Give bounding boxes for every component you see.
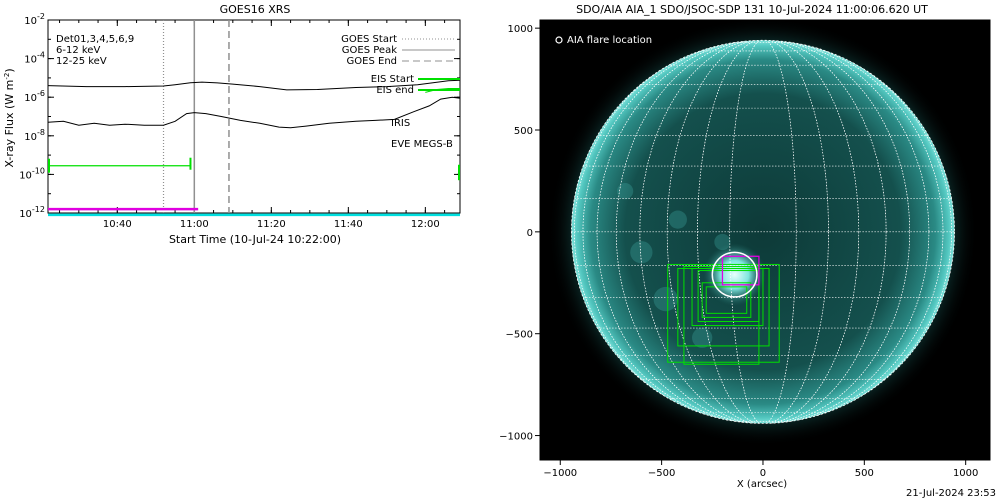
eis-fov-box: [677, 268, 770, 347]
eve-megs-label: EVE MEGS-B: [391, 139, 453, 150]
iris-label: IRIS: [391, 118, 410, 129]
eis-fov-box: [667, 263, 780, 363]
goes-y-tick-label: 10-2: [24, 12, 45, 27]
aia-y-tick-label: −1000: [499, 432, 533, 443]
aia-x-tick-label: 0: [760, 468, 766, 479]
flare-legend-label: AIA flare location: [567, 35, 652, 46]
footer-timestamp: 21-Jul-2024 23:53: [906, 488, 996, 499]
goes-time-markers: [162, 20, 230, 213]
heliographic-grid: [571, 40, 955, 424]
eis-fov-box: [701, 282, 752, 318]
aia-y-tick-label: 1000: [508, 24, 533, 35]
active-region-glow: [653, 286, 678, 312]
longitude-line: [666, 40, 860, 424]
aia-x-tick-label: 500: [855, 468, 874, 479]
goes-y-tick-label: 10-8: [24, 128, 45, 143]
aia-x-tick-label: −1000: [543, 468, 577, 479]
aia-x-tick-label: 1000: [953, 468, 978, 479]
goes-plot-frame: [47, 19, 461, 214]
aia-plot-frame: [539, 19, 991, 461]
flare-location-marker: [711, 251, 758, 298]
aia-x-tick-label: −500: [648, 468, 675, 479]
aia-panel: SDO/AIA AIA_1 SDO/JSOC-SDP 131 10-Jul-20…: [499, 3, 991, 490]
goes-x-tick-label: 11:20: [257, 219, 286, 230]
goes-y-tick-label: 10-4: [24, 51, 45, 66]
goes-chart-title: GOES16 XRS: [220, 3, 291, 16]
legend-goes-start-label: GOES Start: [341, 34, 397, 45]
legend-goes-end-label: GOES End: [347, 56, 397, 67]
aia-y-tick-label: 0: [527, 228, 533, 239]
iris-fov-boxes: [721, 255, 760, 286]
active-region-glow: [714, 233, 731, 251]
goes-instrument-bars: [48, 157, 460, 217]
flare-legend-symbol: [555, 36, 563, 44]
eis-fov-legend: EIS FOV: [552, 404, 591, 415]
legend-12-25kev: 12-25 keV: [56, 56, 107, 67]
aia-x-axis: −1000 −500 0 500 1000: [543, 460, 978, 479]
aia-x-axis-label: X (arcsec): [737, 479, 787, 490]
goes-chart: GOES16 XRS 10-2 10-4 10-6 10-8 10-10 10-12 10…: [3, 3, 461, 246]
iris-fov-box: [721, 255, 760, 286]
solar-disk: [571, 40, 955, 424]
active-region-glow: [692, 327, 713, 348]
legend-6-12kev: 6-12 keV: [56, 45, 100, 56]
eis-fov-boxes: [667, 263, 780, 365]
goes-series-line: [47, 96, 461, 129]
active-region-glow: [617, 183, 634, 200]
goes-x-axis-label: Start Time (10-Jul-24 10:22:00): [169, 233, 341, 246]
goes-y-tick-label: 10-10: [19, 166, 45, 181]
goes-y-tick-label: 10-6: [24, 89, 45, 104]
aia-title: SDO/AIA AIA_1 SDO/JSOC-SDP 131 10-Jul-20…: [576, 3, 928, 16]
longitude-line: [582, 40, 944, 424]
longitude-line: [574, 40, 952, 424]
longitude-line: [639, 40, 887, 424]
eis-fov-box: [705, 286, 748, 314]
goes-y-tick-label: 10-12: [19, 205, 45, 220]
detector-label: Det01,3,4,5,6,9: [56, 34, 134, 45]
legend-eis-start-label: EIS Start: [371, 74, 414, 85]
solar-limb: [571, 39, 955, 424]
goes-x-tick-label: 12:00: [411, 219, 440, 230]
longitude-line: [729, 40, 797, 424]
active-region-glow: [668, 210, 687, 229]
aia-y-axis: 1000 500 0 −500 −1000: [499, 24, 540, 443]
legend-eis-end-label: EIS end: [376, 85, 414, 96]
longitude-line: [615, 40, 911, 424]
goes-y-axis-label: X-ray Flux (W m-2): [3, 68, 16, 167]
aia-y-tick-label: −500: [506, 330, 533, 341]
goes-series-line: [47, 79, 461, 91]
aia-y-tick-label: 500: [514, 126, 533, 137]
goes-x-tick-label: 10:40: [103, 219, 132, 230]
legend-goes-peak-label: GOES Peak: [342, 45, 397, 56]
goes-x-tick-label: 11:40: [334, 219, 363, 230]
eis-fov-box: [697, 270, 760, 322]
goes-y-axis: 10-2 10-4 10-6 10-8 10-10 10-12: [19, 12, 460, 220]
goes-x-tick-label: 11:00: [180, 219, 209, 230]
active-region-glow: [630, 241, 653, 264]
iris-fov-legend: IRIS FOV: [552, 434, 595, 445]
